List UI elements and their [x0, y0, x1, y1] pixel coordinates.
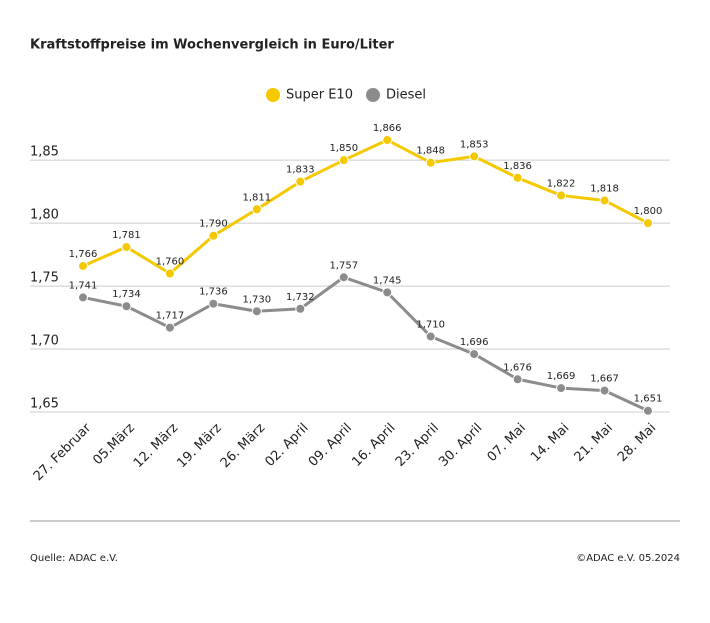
data-point [208, 298, 219, 309]
data-label: 1,822 [547, 178, 576, 189]
data-point [382, 135, 393, 146]
x-tick-label: 27. Februar [31, 420, 95, 484]
x-tick-label: 21. Mai [572, 421, 616, 465]
x-tick-label: 12. März [131, 421, 181, 471]
data-label: 1,651 [634, 394, 663, 405]
data-label: 1,736 [199, 287, 228, 298]
data-label: 1,833 [286, 165, 315, 176]
data-label: 1,730 [243, 294, 272, 305]
data-label: 1,732 [286, 292, 315, 303]
data-label: 1,853 [460, 139, 489, 150]
data-point [295, 303, 306, 314]
data-label: 1,866 [373, 123, 402, 134]
data-label: 1,669 [547, 371, 576, 382]
legend-marker [366, 88, 380, 102]
x-tick-label: 14. Mai [528, 421, 572, 465]
data-point [425, 157, 436, 168]
data-label: 1,741 [69, 280, 98, 291]
data-label: 1,800 [634, 206, 663, 217]
x-tick-label: 30. April [436, 421, 485, 470]
data-point [208, 230, 219, 241]
legend-label: Super E10 [286, 88, 353, 103]
data-point [469, 349, 480, 360]
data-point [251, 204, 262, 215]
data-point [425, 331, 436, 342]
data-label: 1,811 [243, 192, 272, 203]
data-label: 1,717 [156, 311, 185, 322]
x-tick-label: 19. März [174, 421, 224, 471]
series-line [82, 138, 649, 275]
data-point [121, 242, 132, 253]
data-label: 1,696 [460, 337, 489, 348]
data-point [251, 306, 262, 317]
data-label: 1,848 [416, 146, 445, 157]
data-point [556, 383, 567, 394]
data-label: 1,836 [503, 161, 532, 172]
data-point [295, 176, 306, 187]
x-tick-label: 28. Mai [615, 421, 659, 465]
data-label: 1,818 [590, 183, 619, 194]
data-label: 1,760 [156, 257, 185, 268]
x-tick-label: 02. April [262, 421, 311, 470]
data-label: 1,850 [329, 143, 358, 154]
data-point [164, 322, 175, 333]
data-label: 1,667 [590, 374, 619, 385]
data-label: 1,676 [503, 362, 532, 373]
y-tick-label: 1,70 [30, 334, 59, 349]
data-label: 1,781 [112, 230, 141, 241]
x-tick-label: 16. April [349, 421, 398, 470]
data-point [512, 172, 523, 183]
data-label: 1,710 [416, 319, 445, 330]
y-tick-label: 1,75 [30, 271, 59, 286]
x-tick-label: 23. April [393, 421, 442, 470]
x-tick-label: 07. Mai [485, 421, 529, 465]
data-label: 1,757 [329, 260, 358, 271]
copyright: ©ADAC e.V. 05.2024 [576, 553, 680, 564]
data-point [338, 272, 349, 283]
data-point [78, 292, 88, 303]
data-point [643, 218, 653, 229]
data-point [469, 151, 480, 162]
y-tick-label: 1,65 [30, 397, 59, 412]
x-tick-label: 26. März [218, 421, 268, 471]
data-point [599, 195, 610, 206]
data-label: 1,766 [69, 249, 98, 260]
legend-label: Diesel [386, 88, 426, 103]
data-point [121, 301, 132, 312]
data-point [643, 405, 653, 416]
source: Quelle: ADAC e.V. [30, 553, 118, 564]
legend-marker [266, 88, 280, 102]
series-line [82, 275, 649, 413]
data-point [599, 385, 610, 396]
data-point [338, 155, 349, 166]
data-point [164, 268, 175, 279]
data-label: 1,790 [199, 219, 228, 230]
y-tick-label: 1,85 [30, 145, 59, 160]
data-point [382, 287, 393, 298]
x-tick-label: 09. April [306, 421, 355, 470]
data-label: 1,734 [112, 289, 141, 300]
data-point [512, 374, 523, 385]
y-tick-label: 1,80 [30, 208, 59, 223]
data-point [556, 190, 567, 201]
data-point [78, 260, 88, 271]
data-label: 1,745 [373, 275, 402, 286]
chart-title: Kraftstoffpreise im Wochenvergleich in E… [30, 38, 394, 53]
